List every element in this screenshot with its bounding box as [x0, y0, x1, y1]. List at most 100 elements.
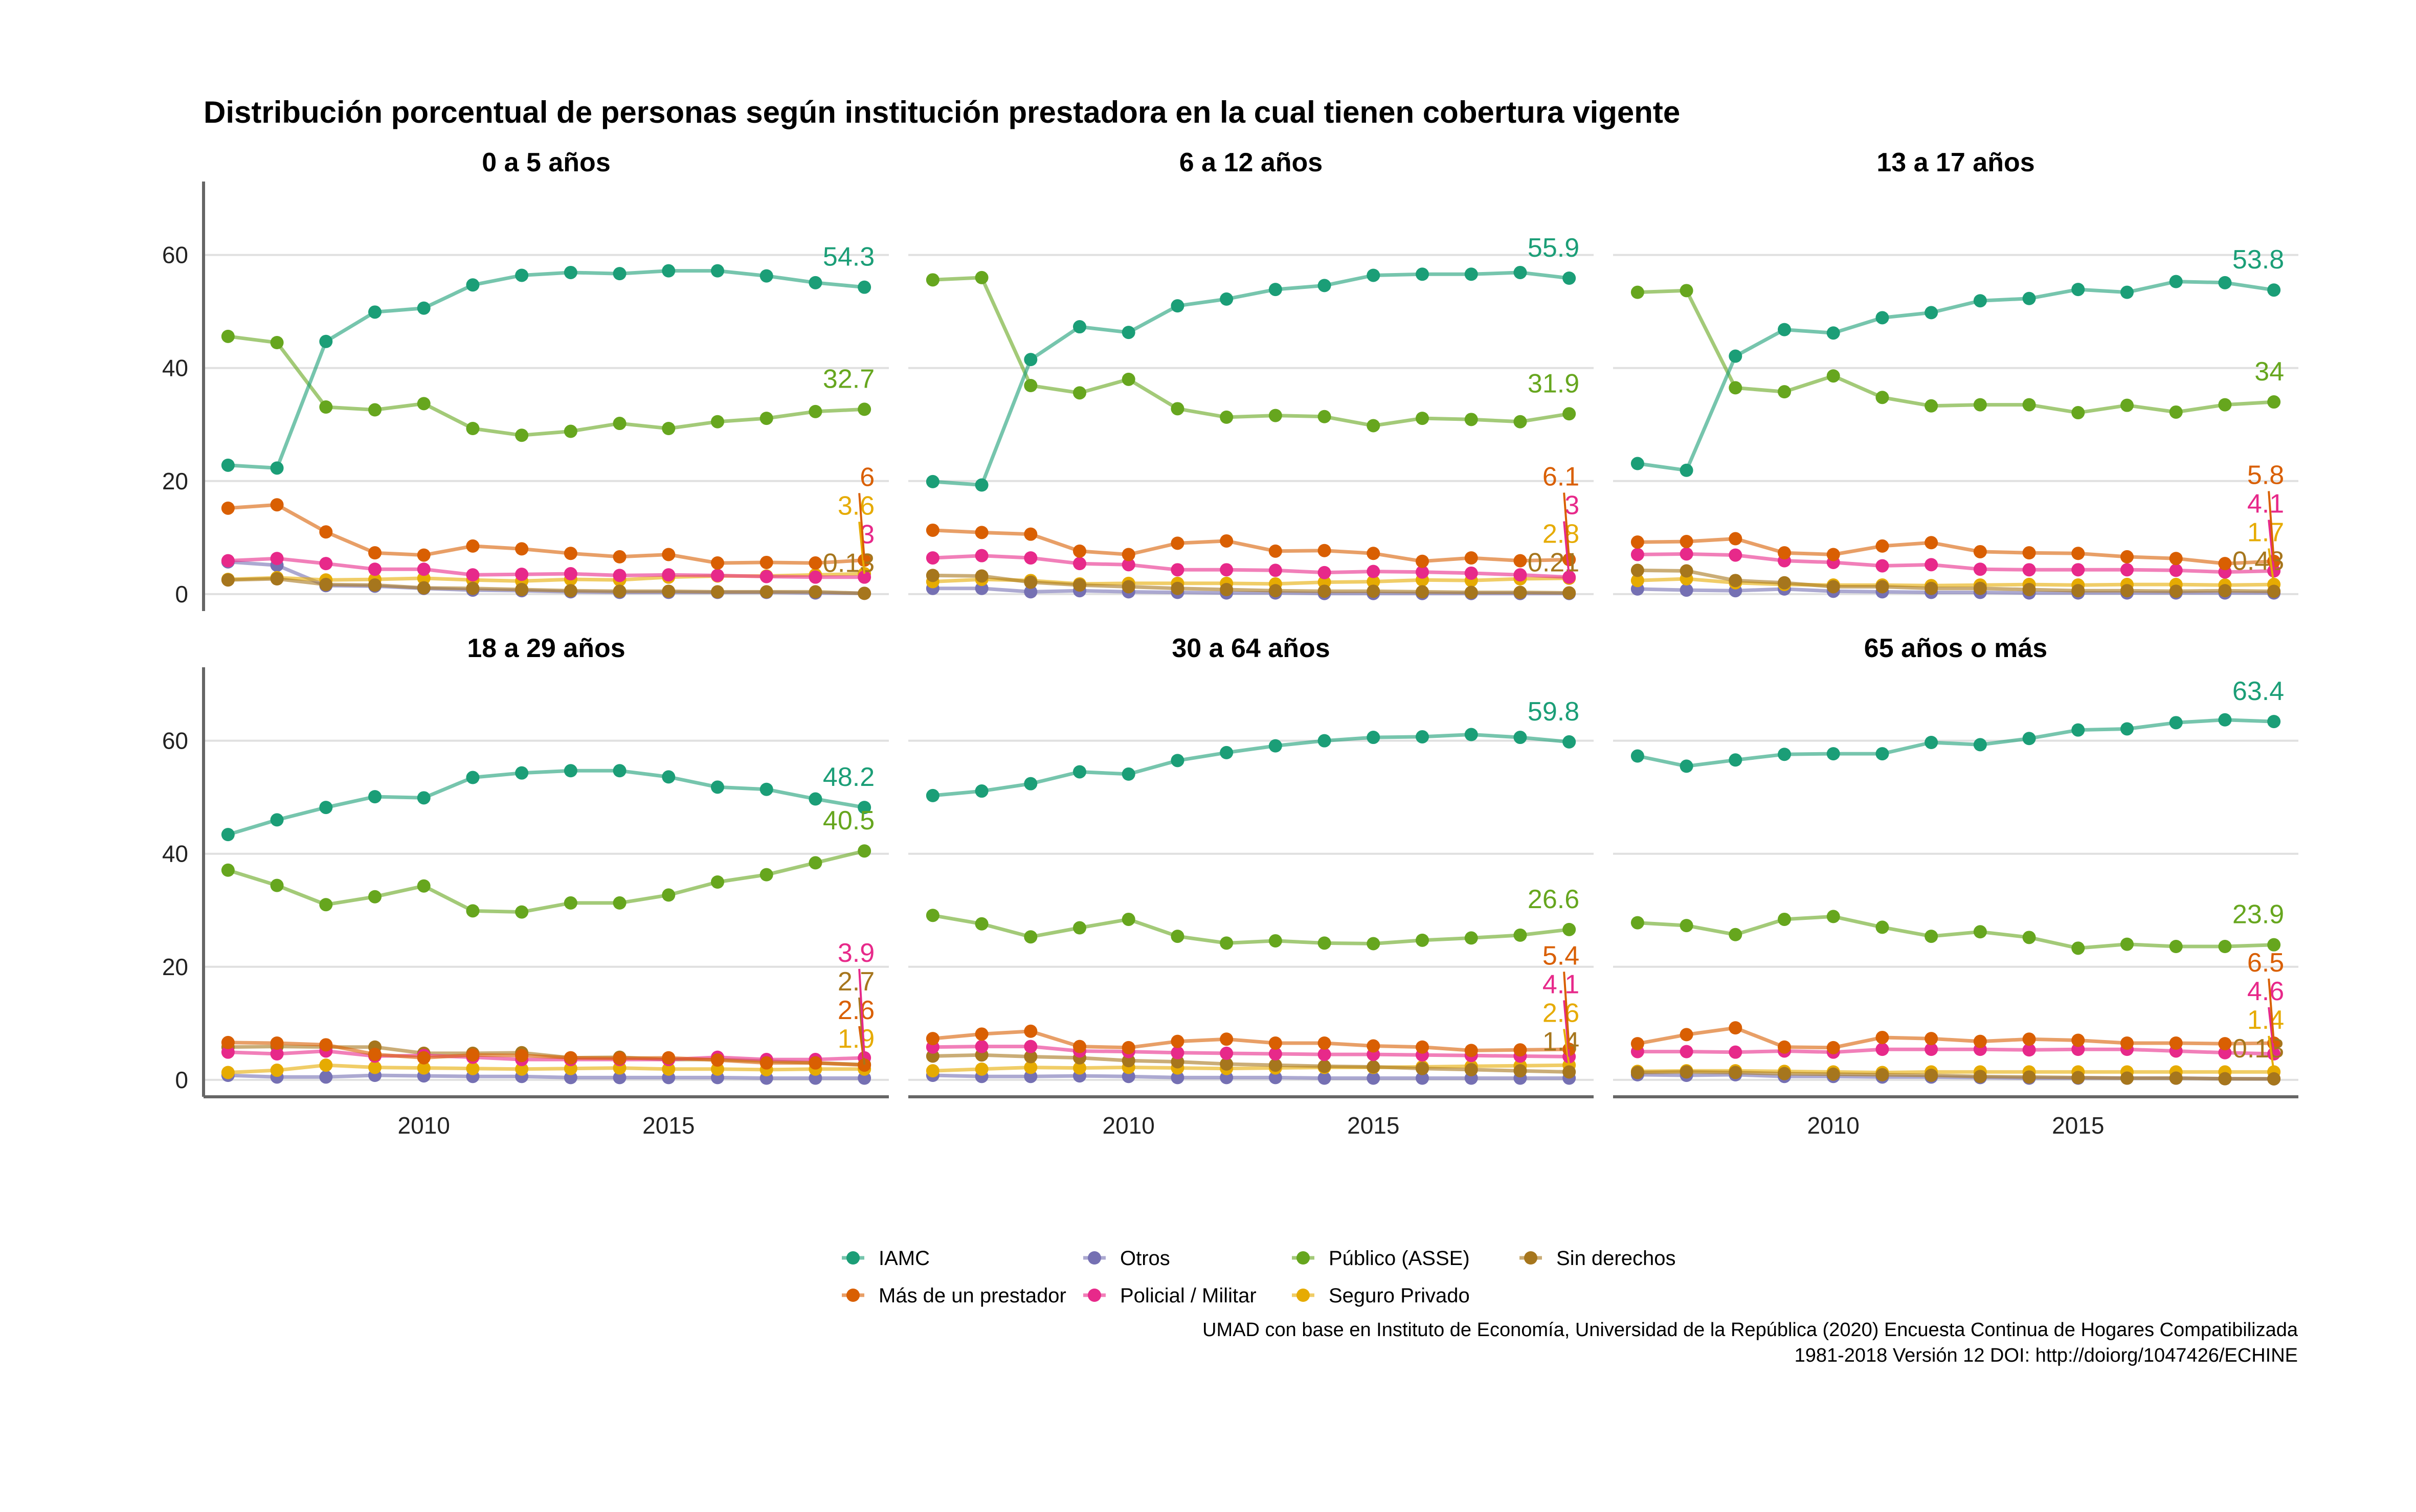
data-point-iamc [2267, 283, 2281, 297]
data-point-asse [2218, 398, 2232, 412]
data-point-iamc [1073, 320, 1086, 334]
data-point-asse [515, 905, 529, 919]
legend-key-point [1296, 1289, 1310, 1302]
data-point-iamc [1220, 292, 1234, 306]
panel-title: 30 a 64 años [1172, 634, 1330, 663]
end-label-sinder: 1.4 [1542, 1027, 1579, 1056]
y-tick-label: 0 [175, 581, 188, 607]
data-point-policial [1024, 1040, 1038, 1053]
end-label-policial: 3 [1564, 491, 1579, 521]
data-point-iamc [662, 264, 676, 278]
data-point-iamc [1680, 463, 1693, 477]
series-line-sinder [1637, 568, 2274, 593]
panel-6: 65 años o más 2010 2015 0.181.44.66.5 23.9 63… [1613, 634, 2298, 1139]
data-point-iamc [926, 788, 939, 802]
data-point-mas [1171, 536, 1184, 550]
data-point-privado [515, 1062, 529, 1076]
data-point-sinder [2267, 1072, 2281, 1086]
data-point-policial [368, 562, 382, 576]
data-point-asse [2120, 937, 2134, 951]
legend-label: Seguro Privado [1329, 1284, 1470, 1307]
data-point-sinder [1171, 581, 1184, 595]
data-point-iamc [564, 265, 577, 279]
end-label-connector [2268, 1007, 2275, 1054]
data-point-mas [613, 550, 627, 563]
panel-title: 18 a 29 años [467, 634, 625, 663]
data-point-mas [975, 526, 989, 539]
data-point-asse [1875, 391, 1889, 404]
data-point-mas [926, 523, 939, 537]
data-point-asse [1416, 933, 1429, 947]
data-point-asse [564, 896, 577, 910]
data-point-privado [319, 1058, 333, 1072]
data-point-mas [2218, 557, 2232, 571]
data-point-sinder [1416, 1062, 1429, 1075]
data-point-sinder [2120, 584, 2134, 598]
data-point-policial [1416, 565, 1429, 579]
end-label-mas: 5.8 [2247, 461, 2284, 490]
legend-key-point [1524, 1251, 1537, 1265]
data-point-asse [662, 888, 676, 902]
data-point-sinder [711, 585, 724, 599]
data-point-mas [515, 1049, 529, 1063]
data-point-policial [1875, 1043, 1889, 1056]
end-label-sinder: 0.48 [2232, 547, 2284, 576]
data-point-policial [270, 552, 284, 566]
data-point-asse [1875, 920, 1889, 934]
panel-5: 30 a 64 años 2010 2015 1.42.64.15.4 26.6 59.8 [908, 634, 1594, 1139]
data-point-policial [1171, 1046, 1184, 1059]
data-point-asse [1562, 922, 1576, 936]
series-line-mas [932, 1029, 1570, 1052]
data-point-sinder [662, 584, 676, 598]
series-line-iamc [1637, 280, 2274, 472]
data-point-asse [1729, 381, 1742, 395]
data-point-mas [417, 1051, 431, 1065]
data-point-policial [2071, 563, 2085, 577]
data-point-asse [1630, 916, 1644, 930]
data-point-asse [809, 404, 822, 418]
data-point-sinder [1630, 1066, 1644, 1079]
data-point-sinder [2218, 584, 2232, 598]
data-point-mas [1729, 532, 1742, 546]
end-label-asse: 40.5 [823, 806, 875, 836]
series-line-iamc [932, 733, 1570, 798]
data-point-mas [221, 501, 235, 515]
data-point-sinder [1925, 1069, 1938, 1082]
data-point-asse [1778, 385, 1791, 399]
series-line-sinder [1637, 1070, 2274, 1081]
data-point-sinder [2071, 1071, 2085, 1085]
data-point-mas [1416, 1040, 1429, 1054]
data-point-mas [2071, 1033, 2085, 1047]
data-point-iamc [319, 334, 333, 348]
end-label-sinder: 2.7 [838, 967, 875, 997]
x-tick-label: 2010 [398, 1112, 450, 1139]
data-point-sinder [926, 569, 939, 582]
end-label-connector [1563, 972, 1571, 1050]
series-line-policial [228, 1049, 865, 1062]
data-point-policial [1875, 559, 1889, 573]
data-point-policial [1122, 558, 1135, 572]
data-point-mas [1513, 1043, 1527, 1057]
end-label-mas: 6 [860, 462, 875, 492]
data-point-iamc [270, 813, 284, 827]
data-point-privado [270, 1064, 284, 1077]
data-point-sinder [1367, 584, 1380, 598]
data-point-policial [1925, 558, 1938, 572]
data-point-policial [1729, 1045, 1742, 1059]
end-label-sinder: 0.13 [823, 548, 875, 578]
end-label-asse: 23.9 [2232, 900, 2284, 930]
data-point-iamc [975, 784, 989, 798]
y-tick-label: 60 [162, 728, 188, 754]
data-point-iamc [1268, 739, 1282, 753]
data-point-mas [1973, 1034, 1987, 1048]
data-point-sinder [2169, 584, 2183, 598]
data-point-mas [1317, 1036, 1331, 1050]
data-point-asse [270, 878, 284, 892]
end-label-iamc: 55.9 [1528, 233, 1579, 263]
data-point-asse [221, 329, 235, 343]
legend-item-sinder: Sin derechos [1519, 1247, 1675, 1270]
series-line-sinder [932, 573, 1570, 595]
end-label-mas: 6.1 [1542, 462, 1579, 492]
data-point-iamc [1630, 457, 1644, 470]
data-point-privado [368, 1060, 382, 1074]
